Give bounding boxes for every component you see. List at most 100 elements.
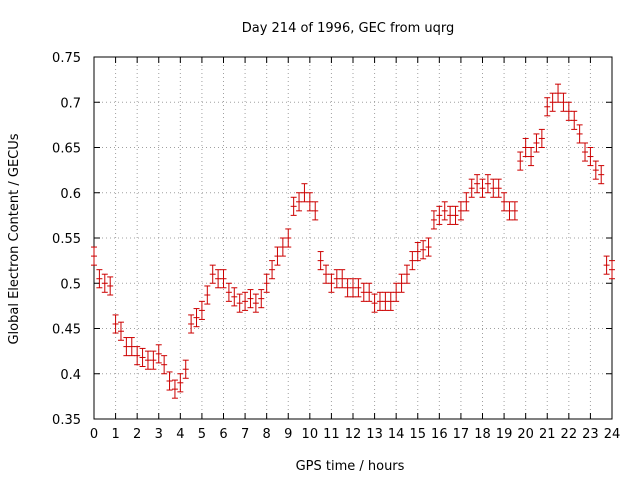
error-bar-point <box>603 255 610 275</box>
error-bar-point <box>463 192 470 212</box>
x-tick-label: 3 <box>155 427 163 442</box>
grid-lines <box>94 57 612 419</box>
error-bar-point <box>528 147 535 167</box>
x-tick-label: 5 <box>198 427 206 442</box>
error-bar-point <box>188 314 195 334</box>
error-bar-point <box>220 269 227 289</box>
x-tick-label: 1 <box>111 427 119 442</box>
error-bar-point <box>350 278 356 298</box>
error-bar-point <box>242 291 249 311</box>
chart-title: Day 214 of 1996, GEC from uqrg <box>242 21 455 36</box>
y-tick-label: 0.5 <box>60 277 81 292</box>
error-bar-point <box>366 282 373 302</box>
error-bar-point <box>506 201 513 221</box>
y-axis-title: Global Electron Content / GECUs <box>7 133 22 344</box>
error-bar-point <box>166 371 173 391</box>
error-bar-point <box>468 178 475 198</box>
error-bar-point <box>285 228 292 248</box>
error-bar-point <box>511 201 518 221</box>
x-tick-label: 17 <box>453 427 470 442</box>
y-tick-label: 0.55 <box>52 232 81 247</box>
error-bar-point <box>387 291 394 311</box>
error-bar-point <box>344 278 351 298</box>
x-tick-label: 0 <box>90 427 98 442</box>
error-bar-point <box>306 192 313 212</box>
error-bar-point <box>582 142 589 162</box>
error-bar-point <box>171 379 178 399</box>
error-bar-point <box>549 92 556 112</box>
error-bar-point <box>414 242 421 262</box>
error-bar-point <box>501 192 508 212</box>
error-bar-point <box>112 314 119 334</box>
error-bar-point <box>447 205 454 225</box>
x-tick-label: 24 <box>604 427 621 442</box>
error-bar-point <box>565 101 572 121</box>
error-bar-point <box>296 192 303 212</box>
x-tick-label: 20 <box>517 427 534 442</box>
error-bar-point <box>538 128 545 148</box>
error-bar-point <box>560 92 567 112</box>
error-bar-point <box>495 178 502 198</box>
error-bar-point <box>533 133 540 153</box>
error-bar-point <box>420 240 427 260</box>
error-bar-point <box>598 165 605 185</box>
error-bar-point <box>150 350 157 370</box>
error-bar-point <box>279 237 286 257</box>
error-bar-point <box>263 273 270 293</box>
error-bar-point <box>376 291 383 311</box>
error-bar-point <box>301 183 308 203</box>
error-bar-point <box>225 282 232 302</box>
error-bar-point <box>355 278 362 298</box>
error-bar-point <box>117 321 124 341</box>
error-bar-point <box>193 308 200 328</box>
error-bar-point <box>258 289 265 309</box>
x-tick-label: 8 <box>263 427 271 442</box>
error-bar-point <box>484 174 491 194</box>
error-bar-point <box>522 137 529 158</box>
x-tick-label: 11 <box>323 427 340 442</box>
x-tick-label: 6 <box>219 427 227 442</box>
x-tick-label: 19 <box>496 427 513 442</box>
axis-ticks <box>93 56 613 420</box>
error-bar-point <box>409 251 416 271</box>
y-tick-label: 0.65 <box>52 142 81 157</box>
error-bar-point <box>274 246 281 266</box>
data-points <box>91 83 615 399</box>
error-bar-point <box>474 174 481 194</box>
error-bar-point <box>592 160 599 180</box>
x-tick-label: 13 <box>366 427 383 442</box>
error-bar-point <box>333 269 340 289</box>
error-bar-point <box>328 273 335 293</box>
error-bar-point <box>317 251 324 271</box>
y-tick-label: 0.6 <box>60 187 81 202</box>
x-tick-label: 21 <box>539 427 556 442</box>
error-bar-point <box>107 276 114 296</box>
error-bar-point <box>587 147 594 167</box>
error-bar-point <box>609 260 615 280</box>
error-bar-point <box>269 260 276 280</box>
x-tick-label: 2 <box>133 427 141 442</box>
x-tick-label: 23 <box>582 427 599 442</box>
error-bar-point <box>198 300 205 320</box>
y-tick-label: 0.4 <box>60 368 81 383</box>
x-tick-label: 7 <box>241 427 249 442</box>
error-bar-point <box>155 344 162 364</box>
error-bar-point <box>517 151 524 171</box>
error-bar-point <box>215 269 222 289</box>
error-bar-point <box>323 264 330 284</box>
error-bar-point <box>96 269 103 289</box>
error-bar-point <box>252 293 259 313</box>
error-bar-point <box>452 205 459 225</box>
error-bar-point <box>555 83 562 103</box>
error-bar-point <box>177 373 184 393</box>
y-tick-labels: 0.35 0.4 0.45 0.5 0.55 0.6 0.65 0.7 0.75 <box>52 51 81 428</box>
x-tick-label: 4 <box>176 427 184 442</box>
error-bar-point <box>290 196 297 216</box>
error-bar-point <box>457 201 464 221</box>
x-tick-label: 10 <box>302 427 319 442</box>
x-tick-label: 9 <box>284 427 292 442</box>
error-bar-point <box>430 210 437 230</box>
error-bar-point <box>339 269 346 289</box>
error-bar-point <box>139 347 146 368</box>
